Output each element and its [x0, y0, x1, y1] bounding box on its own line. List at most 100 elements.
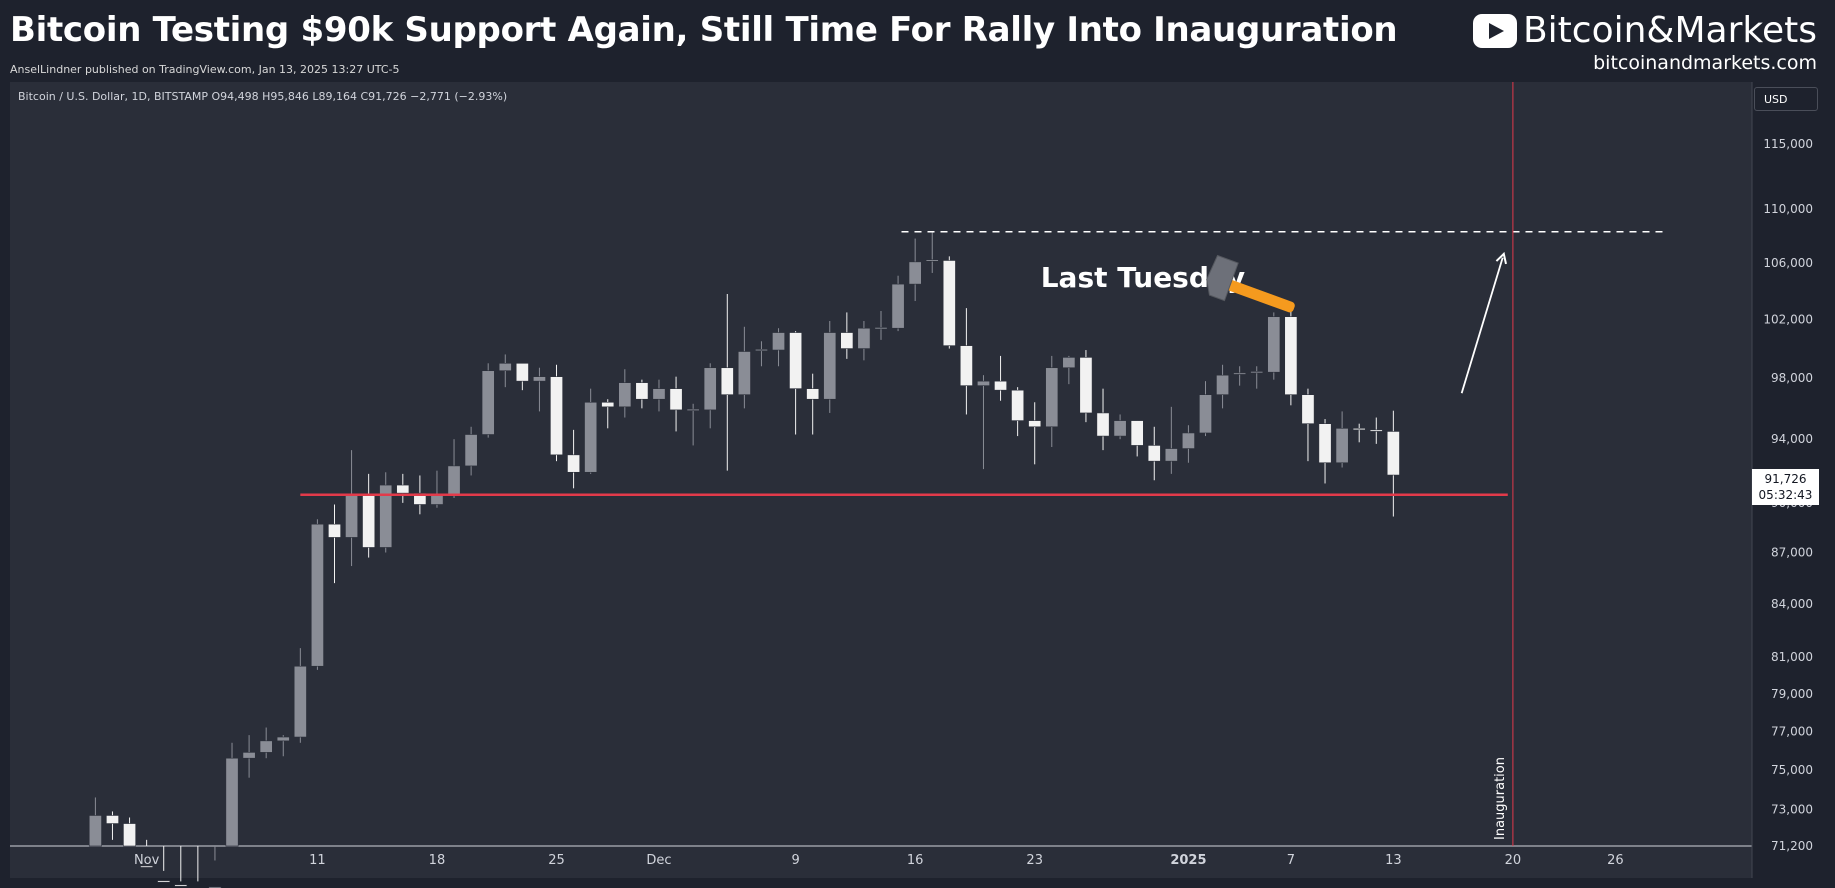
candle-body — [1352, 428, 1366, 431]
hammer-handle — [1219, 277, 1295, 313]
candle — [1284, 309, 1298, 406]
y-tick-label: 75,000 — [1771, 763, 1813, 777]
candle — [618, 369, 632, 418]
candle-body — [430, 494, 444, 505]
candle-body — [1011, 389, 1025, 421]
candle — [1028, 402, 1042, 465]
candle-body — [1250, 371, 1264, 374]
candle — [789, 331, 803, 435]
candle-body — [618, 382, 632, 408]
candle — [447, 439, 461, 498]
candle-body — [174, 884, 188, 887]
y-tick-label: 110,000 — [1763, 202, 1813, 216]
y-tick-label: 87,000 — [1771, 546, 1813, 560]
brand-name: Bitcoin&Markets — [1522, 10, 1817, 51]
candle-body — [720, 367, 734, 395]
x-tick-label: Dec — [646, 853, 671, 868]
y-tick-label: 79,000 — [1771, 687, 1813, 701]
last-price: 91,726 — [1764, 472, 1807, 486]
candle-body — [1335, 428, 1349, 464]
candle-body — [88, 815, 102, 847]
candle — [123, 817, 136, 847]
y-tick-label: 94,000 — [1771, 432, 1813, 446]
candle — [197, 846, 199, 882]
y-tick-label: 84,000 — [1771, 597, 1813, 611]
candle-body — [396, 484, 410, 494]
candle — [703, 363, 717, 429]
candle — [772, 328, 785, 367]
youtube-play-icon — [1472, 13, 1517, 48]
candle — [601, 399, 615, 429]
candle-body — [1147, 445, 1161, 462]
candle — [396, 473, 410, 503]
x-tick-label: 26 — [1607, 853, 1624, 868]
y-tick-label: 115,000 — [1763, 137, 1813, 151]
x-tick-label: 2025 — [1170, 853, 1206, 868]
candle — [140, 839, 154, 868]
candle — [1386, 410, 1400, 517]
candle-body — [652, 388, 666, 400]
candle-body — [481, 370, 495, 435]
candle-body — [140, 865, 154, 868]
inauguration-label: Inauguration — [1493, 757, 1508, 840]
candle-body — [362, 494, 376, 548]
candle-body — [703, 367, 717, 411]
rally-arrow — [1460, 258, 1503, 394]
candle-body — [345, 494, 359, 538]
candle — [379, 472, 393, 553]
candle-body — [498, 362, 512, 372]
candle — [259, 727, 273, 759]
candle — [515, 362, 529, 391]
x-tick-label: 20 — [1505, 853, 1522, 868]
candle — [584, 388, 598, 474]
candle — [1369, 417, 1383, 444]
candle — [635, 379, 649, 409]
candle-body — [225, 757, 239, 847]
candle-body — [1045, 367, 1059, 428]
candle-body — [123, 823, 136, 847]
candle — [1079, 350, 1093, 423]
candle — [857, 321, 871, 361]
candle-body — [772, 332, 785, 351]
candle-body — [447, 465, 461, 496]
x-tick-label: 25 — [548, 853, 565, 868]
candle-body — [1079, 357, 1093, 414]
candle-body — [276, 736, 290, 742]
candle — [310, 519, 324, 670]
candle — [532, 367, 546, 412]
candle-body — [908, 261, 922, 285]
chart-panel[interactable] — [10, 82, 1752, 878]
candle — [874, 310, 888, 340]
y-tick-label: 77,000 — [1771, 724, 1813, 738]
candle — [208, 846, 222, 888]
candle — [1216, 364, 1230, 409]
candle — [686, 403, 700, 446]
candle-body — [1386, 431, 1400, 476]
candle-body — [737, 351, 751, 395]
publish-info: AnselLindner published on TradingView.co… — [10, 63, 400, 76]
candle-body — [1164, 448, 1178, 462]
candle — [550, 364, 563, 462]
candle — [840, 312, 854, 359]
candle-body — [601, 401, 615, 408]
x-tick-label: 9 — [791, 853, 799, 868]
candle — [106, 811, 119, 840]
candle — [755, 341, 768, 367]
candle — [669, 376, 683, 432]
candle-body — [874, 327, 888, 330]
candle — [994, 355, 1007, 401]
x-tick-label: 23 — [1026, 853, 1043, 868]
candle-body — [1233, 372, 1247, 375]
candle-body — [635, 382, 649, 400]
candle — [1267, 312, 1281, 380]
y-tick-label: 98,000 — [1771, 371, 1813, 385]
candle-body — [806, 388, 820, 400]
candle-body — [1199, 394, 1212, 434]
candle-body — [755, 348, 768, 352]
currency-button[interactable]: USD — [1754, 87, 1818, 111]
candle-body — [1318, 423, 1332, 464]
candle-body — [1284, 316, 1298, 395]
candle — [293, 648, 307, 743]
y-tick-label: 73,000 — [1771, 802, 1813, 816]
